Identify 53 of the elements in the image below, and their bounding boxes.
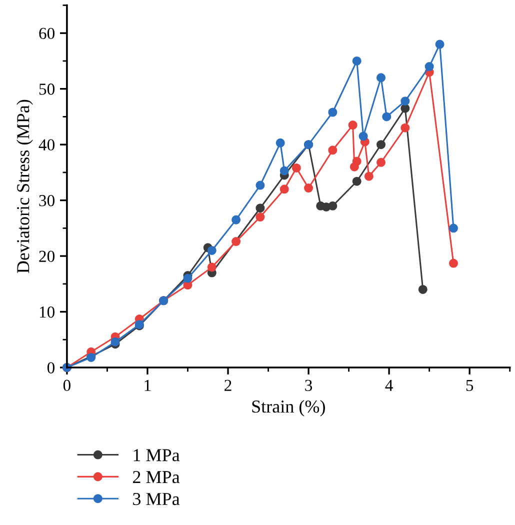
point [364,172,374,181]
y-tick-label: 60 [39,28,55,40]
point [376,73,386,82]
x-tick-label: 5 [466,380,474,392]
point [435,40,444,49]
point [292,163,301,172]
point [358,132,368,141]
point [232,215,241,224]
x-tick-label: 3 [305,380,312,392]
point [256,180,265,190]
point [110,337,120,346]
point [382,112,392,122]
x-axis-title: Strain (%) [252,400,325,416]
legend-label: 1 MPa [134,449,180,462]
point [376,140,386,150]
point [418,284,428,294]
point [328,201,338,210]
point [276,138,285,148]
y-tick-label: 50 [39,84,55,95]
y-tick-label: 40 [38,139,55,151]
point [424,62,434,72]
y-tick-label: 30 [39,195,55,206]
point [352,176,362,186]
point [256,212,265,222]
x-tick-label: 1 [144,380,151,391]
x-tick-label: 2 [224,380,232,391]
point [400,123,410,132]
y-tick-label: 10 [40,306,55,318]
point [256,204,265,213]
y-tick-label: 20 [39,250,55,262]
point [400,104,410,113]
point [280,184,289,194]
point [232,237,241,246]
point [448,224,458,233]
y-tick-label: 0 [47,362,55,374]
point [207,246,216,255]
y-axis-title: Deviatoric Stress (MPa) [16,100,33,274]
point [304,184,314,193]
point [352,56,362,66]
point [352,156,362,166]
point [448,258,458,268]
legend-label: 3 MPa [133,492,180,506]
point [328,108,338,117]
legend-label: 2 MPa [133,471,180,484]
point [328,146,338,155]
point [400,96,410,106]
point [348,120,358,130]
point [183,274,192,283]
point [207,262,216,272]
point [376,158,386,167]
x-tick-label: 4 [385,380,393,391]
x-tick-label: 0 [63,380,70,392]
point [280,166,289,176]
